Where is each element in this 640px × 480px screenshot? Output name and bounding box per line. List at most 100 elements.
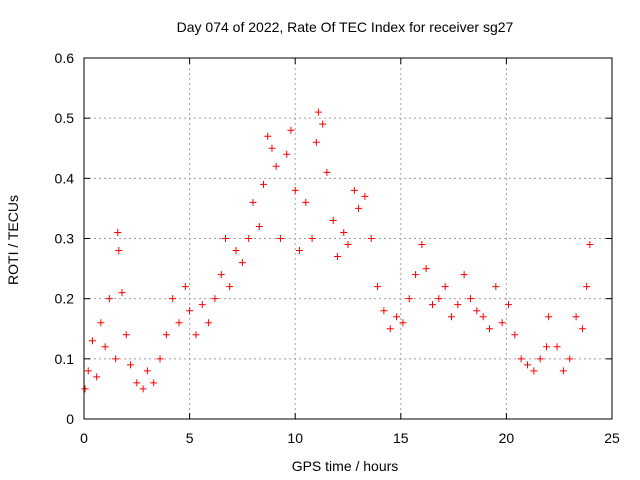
x-tick-label: 20 [499,430,515,446]
data-point [344,241,352,249]
data-point [198,301,206,309]
chart-title: Day 074 of 2022, Rate Of TEC Index for r… [177,19,514,35]
data-point [553,343,561,351]
data-point [222,235,230,242]
data-point [192,331,200,339]
data-point [572,313,580,321]
data-point [559,367,567,375]
data-point [545,313,553,321]
data-point [105,295,113,303]
data-point [156,355,164,363]
data-point [211,295,219,303]
data-point [295,247,303,255]
y-axis-label: ROTI / TECUs [5,195,21,285]
data-point [412,271,420,279]
data-point [454,301,462,309]
data-point [380,307,388,315]
data-point [350,186,358,194]
data-point [422,265,430,273]
data-point [133,379,141,387]
data-point [536,355,544,363]
data-point [399,319,407,327]
data-point [517,355,525,363]
y-tick-label: 0.5 [55,110,75,126]
data-point [524,361,532,369]
data-point [139,385,147,393]
data-point [175,319,183,327]
data-point [405,295,413,303]
data-point [466,295,474,303]
axis-ticks: 0 5 10 15 20 25 0 0.1 0.2 0.3 0.4 0.5 0.6 [55,50,620,446]
y-tick-label: 0.2 [55,291,75,307]
x-tick-label: 15 [393,430,409,446]
data-point [205,319,213,327]
x-tick-label: 0 [80,430,88,446]
data-point [418,241,426,249]
data-point [143,367,151,375]
data-point [530,367,538,375]
data-point [566,355,574,363]
data-point [441,283,449,291]
data-point [578,325,586,333]
data-point [333,253,341,261]
data-point [447,313,455,321]
data-point [283,150,291,158]
data-point [226,283,234,291]
data-point [473,307,481,315]
plot-border [83,57,613,420]
data-point [162,331,170,339]
data-point [97,319,105,327]
data-point [586,241,594,249]
data-point [291,186,299,194]
data-point [101,343,109,351]
y-tick-label: 0 [66,411,74,427]
x-tick-label: 5 [186,430,194,446]
data-point [498,319,506,327]
data-point [260,180,268,188]
data-point [238,259,246,267]
y-tick-label: 0.6 [55,50,75,66]
data-point [84,367,92,375]
data-points [81,108,594,393]
y-tick-label: 0.4 [55,170,75,186]
x-tick-label: 25 [604,430,620,446]
data-point [583,283,591,291]
data-point [319,120,327,128]
data-point [181,283,189,291]
data-point [302,198,310,206]
data-point [169,295,177,303]
plot-frame [83,57,613,420]
data-point [122,331,130,339]
data-point [268,144,276,152]
data-point [361,192,369,200]
data-point [126,361,134,369]
data-point [312,138,320,146]
data-point [428,301,436,309]
data-point [255,222,263,230]
data-point [393,313,401,321]
data-point [115,247,123,255]
data-point [186,307,194,315]
data-point [492,283,500,291]
data-point [329,216,337,224]
data-point [276,235,284,242]
data-point [245,235,253,242]
data-point [486,325,494,333]
data-point [232,247,240,255]
data-point [150,379,158,387]
grid-lines [84,58,612,419]
data-point [543,343,551,351]
data-point [386,325,394,333]
data-point [93,373,101,381]
data-point [323,168,331,176]
data-point [114,228,122,236]
data-point [355,204,363,212]
data-point [112,355,120,363]
data-point [272,162,280,170]
data-point [367,235,375,242]
x-tick-label: 10 [287,430,303,446]
data-point [505,301,513,309]
data-point [460,271,468,279]
data-point [374,283,382,291]
